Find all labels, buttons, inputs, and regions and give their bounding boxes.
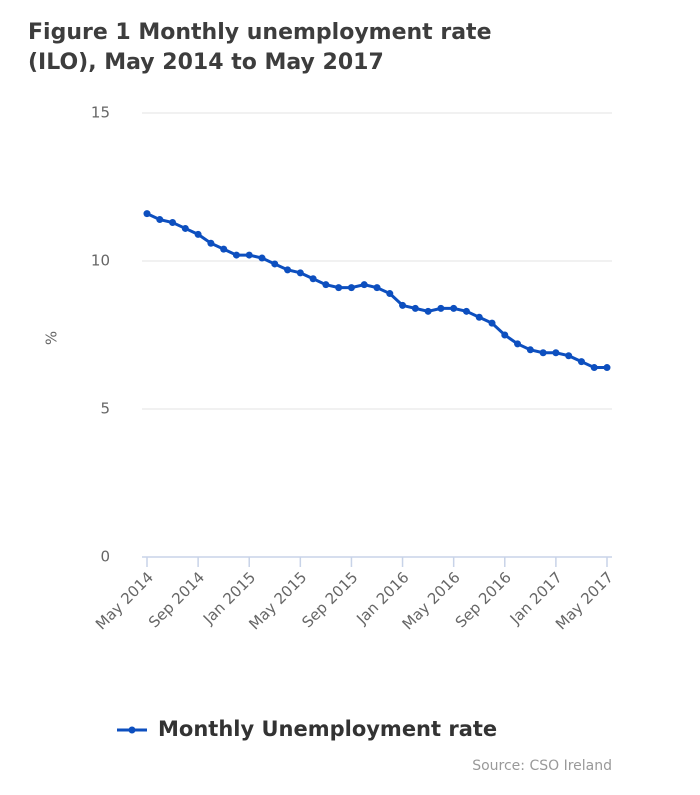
chart-title: Figure 1 Monthly unemployment rate (ILO)… — [28, 20, 492, 75]
point — [450, 304, 458, 312]
point — [577, 358, 585, 366]
point — [475, 313, 483, 321]
y-tick-label: 5 — [100, 400, 110, 418]
point — [552, 349, 560, 357]
point — [360, 281, 368, 289]
point — [181, 224, 189, 232]
y-tick-label: 10 — [91, 252, 110, 270]
point — [514, 340, 522, 348]
source: Source: CSO Ireland — [472, 758, 612, 774]
point — [411, 304, 419, 312]
point — [232, 251, 240, 259]
legend-marker — [128, 726, 136, 734]
point — [322, 281, 330, 289]
point — [373, 284, 381, 292]
point — [194, 230, 202, 238]
y-tick-label: 0 — [100, 548, 110, 566]
x-tick-label: Sep 2015 — [298, 568, 361, 631]
x-tick-label: Sep 2014 — [145, 568, 208, 631]
point — [424, 307, 432, 315]
point — [207, 239, 215, 247]
point — [462, 307, 470, 315]
y-tick-label: 15 — [91, 104, 110, 122]
point — [590, 364, 598, 372]
point — [143, 210, 151, 218]
x-tick-label: Sep 2016 — [452, 568, 515, 631]
point — [539, 349, 547, 357]
y-axis-label: % — [43, 331, 61, 345]
point — [220, 245, 228, 253]
point — [296, 269, 304, 277]
legend-label: Monthly Unemployment rate — [158, 717, 497, 741]
point — [245, 251, 253, 259]
point — [437, 304, 445, 312]
point — [156, 216, 164, 224]
point — [488, 319, 496, 327]
point — [258, 254, 266, 262]
point — [284, 266, 292, 274]
point — [526, 346, 534, 354]
point — [399, 301, 407, 309]
point — [501, 331, 509, 339]
point — [169, 219, 177, 227]
point — [335, 284, 343, 292]
point — [386, 290, 394, 298]
point — [603, 364, 611, 372]
point — [309, 275, 317, 283]
x-tick-label: May 2014 — [92, 568, 157, 633]
point — [347, 284, 355, 292]
point — [565, 352, 573, 360]
point — [271, 260, 279, 268]
